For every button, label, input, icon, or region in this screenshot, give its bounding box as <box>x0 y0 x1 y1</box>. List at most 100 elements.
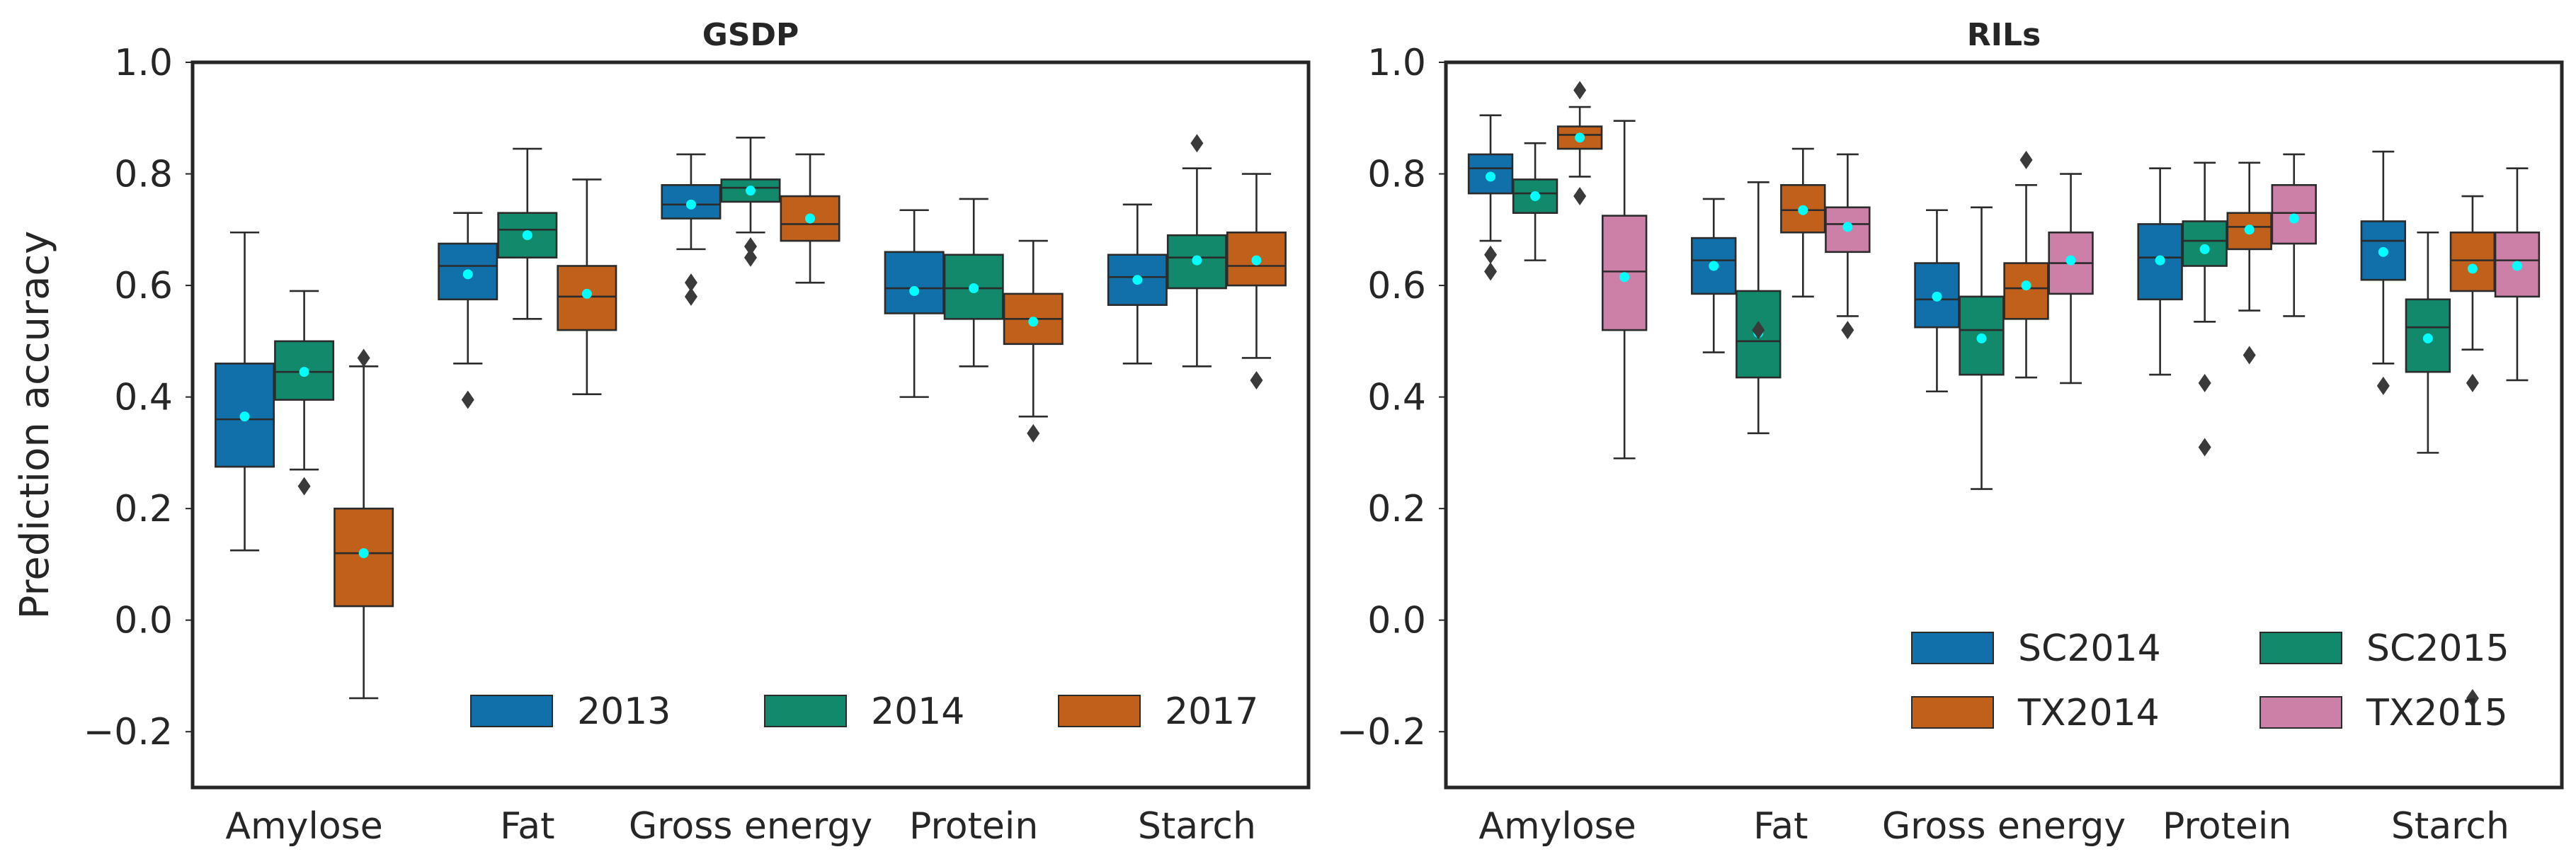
box-mean-marker <box>969 283 979 294</box>
box-SC2015-protein <box>2182 161 2228 457</box>
box-2014-fat <box>497 147 558 320</box>
box-mean-marker <box>2155 255 2165 266</box>
box-mean-marker <box>1619 272 1630 283</box>
axes-frame <box>190 60 1311 790</box>
outlier-marker <box>1250 370 1263 389</box>
box-iqr <box>2003 262 2049 320</box>
box-iqr <box>2449 231 2496 292</box>
box-mean-marker <box>805 213 816 224</box>
y-tick-label: 0.8 <box>1367 154 1426 196</box>
box-mean-marker <box>2467 263 2478 274</box>
box-mean-marker <box>1192 255 1202 266</box>
x-tick-label: Gross energy <box>1882 805 2126 848</box>
outlier-marker <box>744 248 757 267</box>
outlier-marker <box>1752 321 1765 340</box>
box-TX2015-protein <box>2271 153 2317 317</box>
box-iqr <box>2182 220 2228 267</box>
box-mean-marker <box>1932 291 1942 302</box>
box-mean-marker <box>1575 132 1585 143</box>
box-SC2014-protein <box>2137 167 2183 376</box>
box-iqr <box>2494 231 2541 298</box>
box-2014-gross-energy <box>720 137 781 267</box>
outlier-marker <box>1484 245 1498 264</box>
y-tick-label: 0.4 <box>1367 377 1426 419</box>
outlier-marker <box>461 390 474 409</box>
panel-title: RILs <box>1967 17 2041 53</box>
box-SC2014-gross-energy <box>1914 209 1960 393</box>
outlier-marker <box>684 287 697 306</box>
y-tick-label: 0.0 <box>1367 600 1426 642</box>
x-tick-label: Protein <box>909 805 1038 848</box>
box-2017-amylose <box>334 348 394 700</box>
box-mean-marker <box>1976 333 1987 343</box>
outlier-marker <box>357 348 370 368</box>
box-mean-marker <box>2199 244 2210 254</box>
legend-label-2017: 2017 <box>1165 690 1258 733</box>
outlier-marker <box>297 477 311 496</box>
box-mean-marker <box>1028 317 1039 327</box>
box-2013-fat <box>438 212 498 409</box>
box-mean-marker <box>1530 191 1541 202</box>
box-TX2014-starch <box>2449 195 2496 707</box>
outlier-marker <box>1190 134 1204 153</box>
box-TX2015-starch <box>2494 167 2541 382</box>
box-mean-marker <box>2422 333 2433 343</box>
x-tick-label: Protein <box>2162 805 2291 848</box>
box-SC2014-amylose <box>1467 114 1514 281</box>
box-TX2014-fat <box>1780 147 1826 298</box>
box-mean-marker <box>2244 224 2255 235</box>
outlier-marker <box>1573 81 1587 100</box>
outlier-marker <box>2019 150 2033 169</box>
x-tick-label: Starch <box>2391 805 2509 848</box>
y-tick-label: 0.8 <box>114 154 173 196</box>
box-mean-marker <box>581 288 592 299</box>
legend-label-TX2015: TX2015 <box>2366 692 2508 734</box>
box-SC2015-amylose <box>1512 142 1558 261</box>
box-mean-marker <box>909 285 920 296</box>
box-2013-protein <box>884 209 945 398</box>
box-SC2014-fat <box>1691 198 1737 353</box>
box-2013-gross-energy <box>661 153 722 306</box>
y-tick-label: 0.2 <box>1367 488 1426 530</box>
box-iqr <box>497 212 558 258</box>
outlier-marker <box>2466 688 2479 707</box>
legend-swatch-SC2014 <box>1911 632 1994 664</box>
box-iqr <box>1825 206 1871 254</box>
box-TX2015-fat <box>1825 153 1871 340</box>
box-mean-marker <box>522 230 532 241</box>
box-SC2014-starch <box>2360 150 2407 395</box>
box-mean-marker <box>299 367 309 377</box>
box-SC2015-gross-energy <box>1959 206 2005 490</box>
legend: SC2014 SC2015 TX2014 TX2015 <box>1911 627 2509 734</box>
outlier-marker <box>2376 376 2390 395</box>
y-tick-label: 0.6 <box>1367 265 1426 307</box>
box-mean-marker <box>2512 261 2522 271</box>
outlier-marker <box>2242 346 2256 365</box>
box-mean-marker <box>1251 255 1262 266</box>
x-tick-label: Amylose <box>225 805 382 848</box>
box-mean-marker <box>2378 246 2388 257</box>
legend-label-TX2014: TX2014 <box>2017 692 2160 734</box>
box-2017-gross-energy <box>780 153 840 284</box>
outlier-marker <box>744 237 757 256</box>
box-TX2014-protein <box>2226 161 2272 365</box>
box-2013-amylose <box>215 231 275 552</box>
box-iqr <box>2271 183 2317 245</box>
legend-label-2013: 2013 <box>577 690 671 733</box>
outlier-marker <box>1841 321 1854 340</box>
x-tick-label: Fat <box>500 805 554 848</box>
legend-swatch-TX2015 <box>2259 696 2342 729</box>
x-tick-label: Gross energy <box>629 805 872 848</box>
box-SC2015-fat <box>1736 181 1782 435</box>
panel-rils: RILs 1.0 0.8 0.6 0.4 0.2 0.0 −0.2 Amylose Fat Gros… <box>1337 17 2564 848</box>
box-2014-amylose <box>274 290 335 496</box>
legend-swatch-2014 <box>764 695 847 727</box>
box-iqr <box>1914 262 1960 329</box>
box-2014-starch <box>1166 134 1227 368</box>
y-tick-label: 0.6 <box>114 265 173 307</box>
outlier-marker <box>2198 438 2211 457</box>
box-2017-starch <box>1226 173 1287 389</box>
legend-label-SC2015: SC2015 <box>2366 627 2509 670</box>
box-TX2014-amylose <box>1556 81 1603 206</box>
box-2014-protein <box>943 198 1004 368</box>
